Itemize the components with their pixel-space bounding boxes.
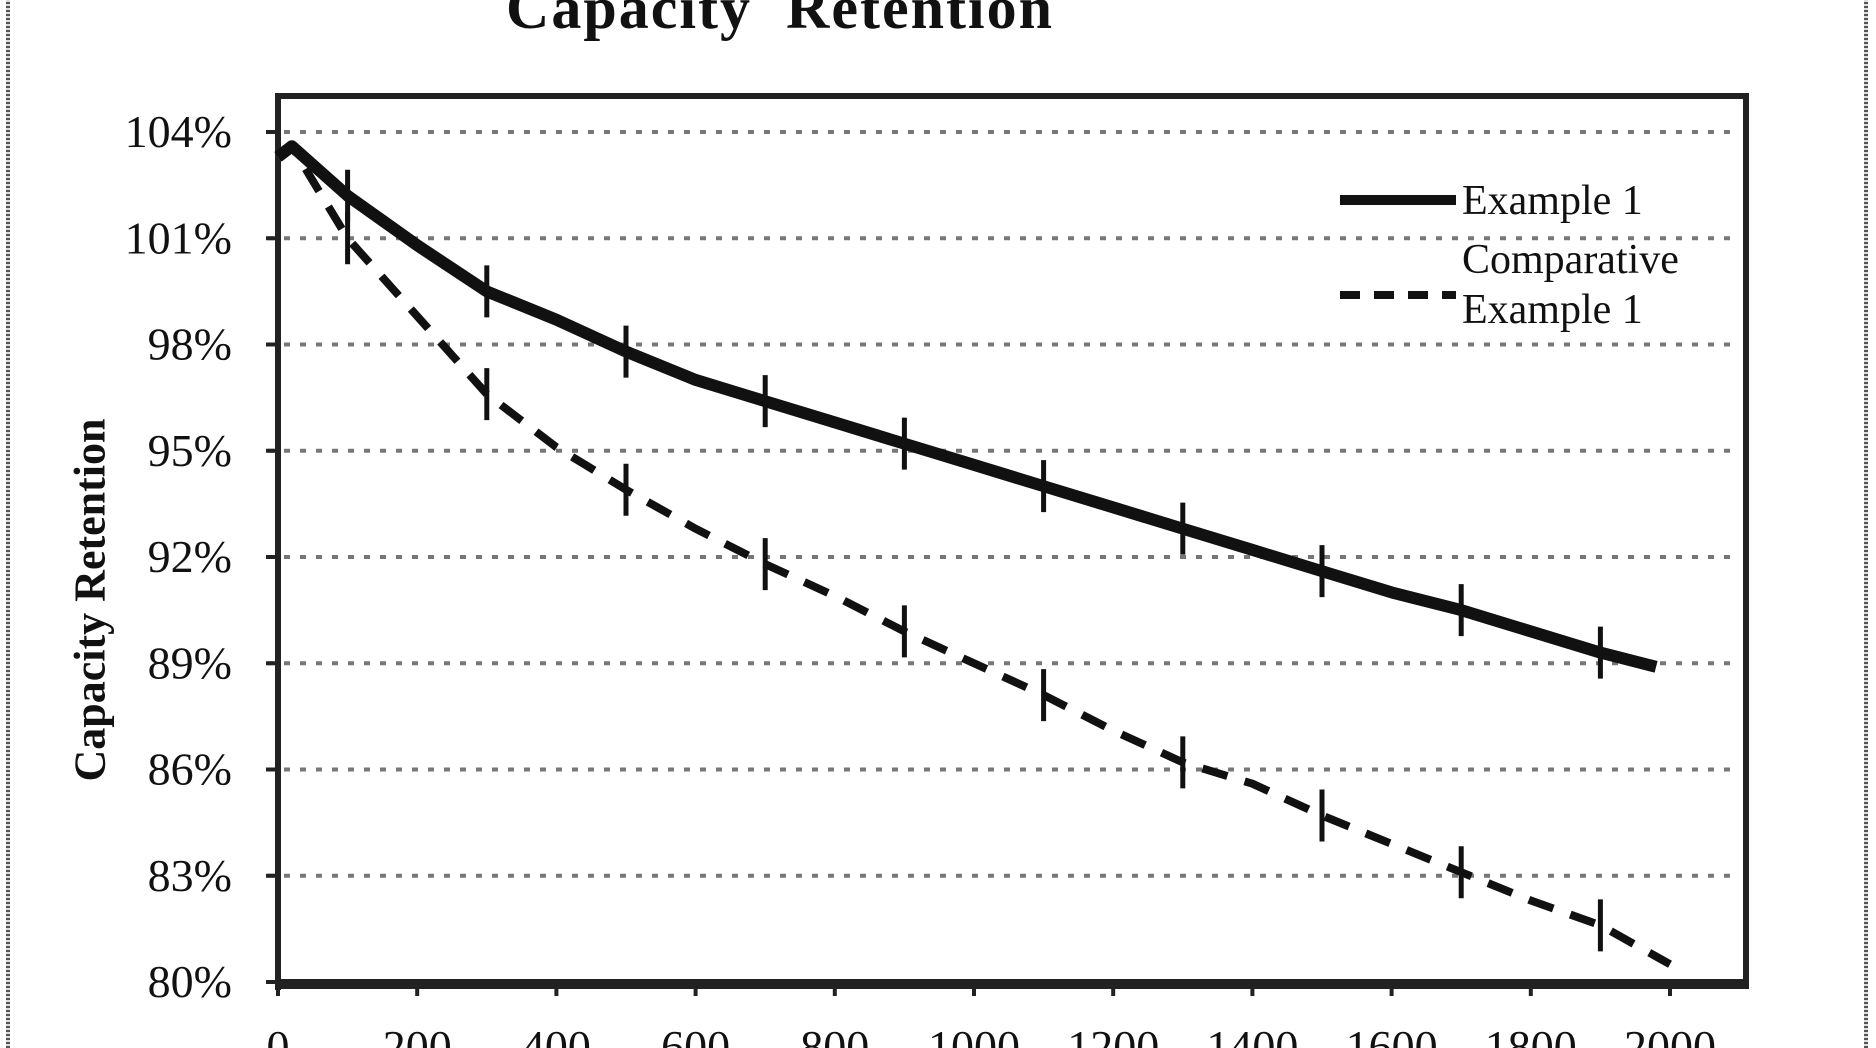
y-tick-label-86: 86% — [148, 744, 232, 795]
x-tick-label-600: 600 — [661, 1021, 730, 1048]
axes — [266, 110, 1746, 996]
legend-label-example-1: Example 1 — [1462, 178, 1643, 224]
legend-label-line: Example 1 — [1462, 287, 1643, 333]
y-tick-label-89: 89% — [148, 637, 232, 688]
x-tick-label-2000: 2000 — [1624, 1021, 1716, 1048]
y-tick-label-104: 104% — [125, 106, 232, 157]
y-tick-label-98: 98% — [148, 319, 232, 370]
y-tick-label-92: 92% — [148, 531, 232, 582]
chart-title: Capacity Retention — [506, 0, 1054, 41]
legend-label-comparative-example-1: Comparative Example 1 — [1462, 237, 1679, 333]
y-tick-label-80: 80% — [148, 956, 232, 1007]
x-tick-label-1000: 1000 — [928, 1021, 1020, 1048]
legend-label-line: Comparative — [1462, 237, 1679, 283]
y-tick-label-101: 101% — [125, 212, 232, 263]
x-tick-label-1600: 1600 — [1346, 1021, 1438, 1048]
series-lines — [274, 140, 1672, 968]
tick-labels: 104% 101% 98% 95% 92% 89% 86% 83% 80% 0 200 400 600 8… — [125, 106, 1716, 1048]
series-line-comparative-example-1 — [275, 142, 1672, 968]
series-line-example-1 — [274, 140, 1658, 673]
x-tick-label-200: 200 — [383, 1021, 452, 1048]
page-border-left — [6, 0, 10, 1048]
y-tick-label-95: 95% — [148, 425, 232, 476]
x-tick-label-0: 0 — [267, 1021, 290, 1048]
x-tick-label-400: 400 — [522, 1021, 591, 1048]
y-tick-label-83: 83% — [148, 850, 232, 901]
x-tick-label-800: 800 — [800, 1021, 869, 1048]
x-tick-label-1400: 1400 — [1206, 1021, 1298, 1048]
page-border-right — [1864, 0, 1868, 1048]
x-tick-label-1800: 1800 — [1485, 1021, 1577, 1048]
plot-area-border — [275, 93, 1749, 989]
x-tick-label-1200: 1200 — [1067, 1021, 1159, 1048]
